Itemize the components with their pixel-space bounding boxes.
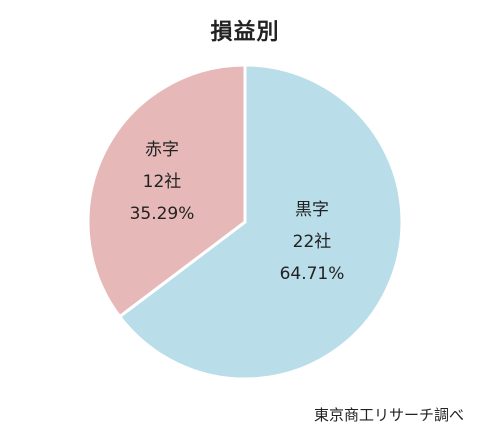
- chart-title: 損益別: [210, 20, 280, 45]
- source-note: 東京商工リサーチ調べ: [313, 406, 464, 424]
- slice-percent-label-2: 35.29%: [130, 204, 195, 224]
- pie-slice-2: [86, 63, 247, 319]
- pie-slice-1: [117, 63, 404, 381]
- slice-percent-label-1: 64.71%: [280, 264, 345, 284]
- slice-name-label-1: 黒字: [295, 200, 329, 220]
- slice-name-label-2: 赤字: [145, 140, 179, 160]
- slice-count-label-2: 12社: [143, 172, 182, 192]
- slice-count-label-1: 22社: [293, 232, 332, 252]
